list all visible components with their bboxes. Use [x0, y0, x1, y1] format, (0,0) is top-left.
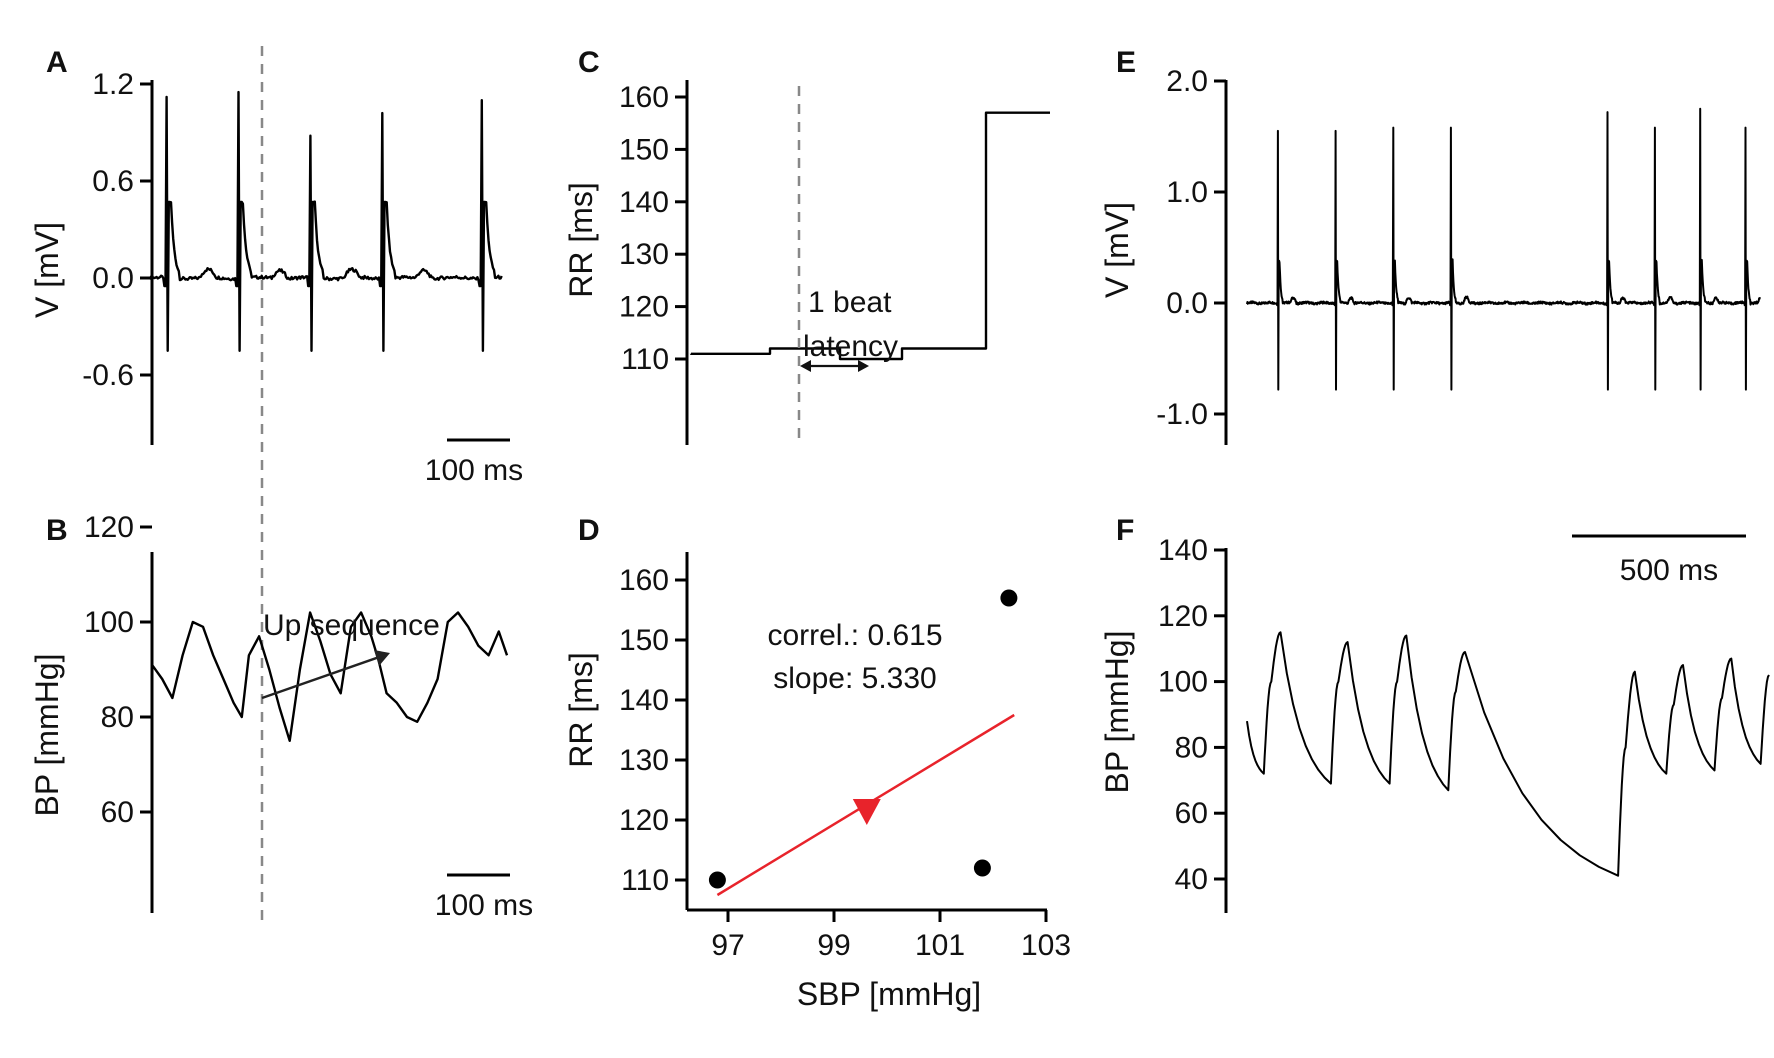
- panel-a-scalebar-label: 100 ms: [425, 454, 523, 487]
- panel-e-ylabel: V [mV]: [1099, 202, 1135, 298]
- d-ticks-label: 130: [619, 744, 669, 777]
- b-ticks-label: 120: [84, 511, 134, 544]
- up-sequence-label: Up sequence: [263, 609, 440, 642]
- d-ticks-label: 120: [619, 804, 669, 837]
- d-ticks-label: 110: [621, 864, 669, 897]
- panel-f-ylabel: BP [mmHg]: [1099, 631, 1135, 794]
- latency-arrowhead-left: [800, 360, 811, 372]
- c-ticks-label: 160: [619, 81, 669, 114]
- panel-b-scalebar-label: 100 ms: [435, 889, 533, 922]
- a-ticks-label: 0.6: [92, 165, 134, 198]
- panel-d-xtick-label: 97: [711, 929, 744, 962]
- c-ticks-label: 150: [619, 133, 669, 166]
- panel-a: V [mV] 1.2 0.6 0.0 -0.6 100 ms: [29, 68, 523, 487]
- panel-label-f: F: [1116, 514, 1134, 547]
- d-ticks-label: 150: [619, 624, 669, 657]
- slope-label: slope: 5.330: [773, 662, 936, 695]
- f-ticks-label: 100: [1158, 666, 1208, 699]
- e-ticks-label: -1.0: [1156, 398, 1208, 431]
- a-ticks-label: 1.2: [92, 68, 134, 101]
- panel-c: RR [ms] 160 150 140 130 120 110 1 beat latenc…: [563, 80, 1050, 445]
- panel-e-ecg-trace: [1246, 107, 1761, 391]
- b-ticks-label: 60: [101, 796, 134, 829]
- panel-d-xlabel: SBP [mmHg]: [797, 976, 981, 1012]
- data-point-2: [973, 859, 991, 877]
- f-ticks-label: 40: [1175, 863, 1208, 896]
- panel-f-scalebar-label: 500 ms: [1620, 554, 1718, 587]
- up-sequence-arrow: [261, 653, 386, 700]
- b-ticks-label: 100: [84, 606, 134, 639]
- panel-b: BP [mmHg] 120 100 80 60 Up sequence 100 ms: [29, 511, 533, 922]
- panel-c-rr-steps: [689, 111, 1050, 361]
- data-point-1: [708, 871, 726, 889]
- c-ticks-label: 130: [619, 238, 669, 271]
- panel-d-xtick-label: 99: [817, 929, 850, 962]
- panel-f: BP [mmHg] 140 120 100 80 60 40 500 ms: [1099, 534, 1770, 913]
- e-ticks-label: 1.0: [1166, 176, 1208, 209]
- panel-a-ylabel: V [mV]: [29, 222, 65, 318]
- panel-d-ylabel: RR [ms]: [563, 652, 599, 768]
- c-ticks-label: 140: [619, 186, 669, 219]
- panel-e: V [mV] 2.0 1.0 0.0 -1.0: [1099, 65, 1761, 445]
- c-ticks-label: 120: [619, 291, 669, 324]
- panel-b-ylabel: BP [mmHg]: [29, 654, 65, 817]
- d-ticks-label: 140: [619, 684, 669, 717]
- panel-a-ecg-trace: [148, 90, 503, 352]
- e-ticks-label: 0.0: [1166, 287, 1208, 320]
- b-ticks-label: 80: [101, 701, 134, 734]
- panel-label-e: E: [1116, 46, 1136, 79]
- panel-d-xtick-label: 101: [915, 929, 965, 962]
- correlation-label: correl.: 0.615: [767, 619, 942, 652]
- panel-f-bp-trace: [1246, 631, 1770, 877]
- panel-d-xtick-label: 103: [1021, 929, 1071, 962]
- panel-label-d: D: [578, 514, 600, 547]
- c-ticks-label: 110: [621, 343, 669, 376]
- a-ticks-label: 0.0: [92, 262, 134, 295]
- panel-label-a: A: [46, 46, 68, 79]
- up-sequence-arrowhead: [374, 650, 390, 666]
- latency-label-line1: 1 beat: [808, 286, 892, 319]
- panel-label-b: B: [46, 514, 68, 547]
- latency-label-line2: latency: [803, 330, 898, 363]
- mean-marker-triangle: [852, 799, 881, 825]
- panel-label-c: C: [578, 46, 600, 79]
- panel-c-ylabel: RR [ms]: [563, 182, 599, 298]
- data-point-3: [1000, 589, 1018, 607]
- e-ticks-label: 2.0: [1166, 65, 1208, 98]
- d-ticks-label: 160: [619, 564, 669, 597]
- f-ticks-label: 60: [1175, 797, 1208, 830]
- a-ticks-label: -0.6: [82, 359, 134, 392]
- panel-d: RR [ms] SBP [mmHg] 160 150 140 130 120 110 97 9…: [563, 552, 1071, 1012]
- f-ticks-label: 120: [1158, 600, 1208, 633]
- f-ticks-label: 80: [1175, 731, 1208, 764]
- latency-arrowhead-right: [858, 360, 869, 372]
- f-ticks-label: 140: [1158, 534, 1208, 567]
